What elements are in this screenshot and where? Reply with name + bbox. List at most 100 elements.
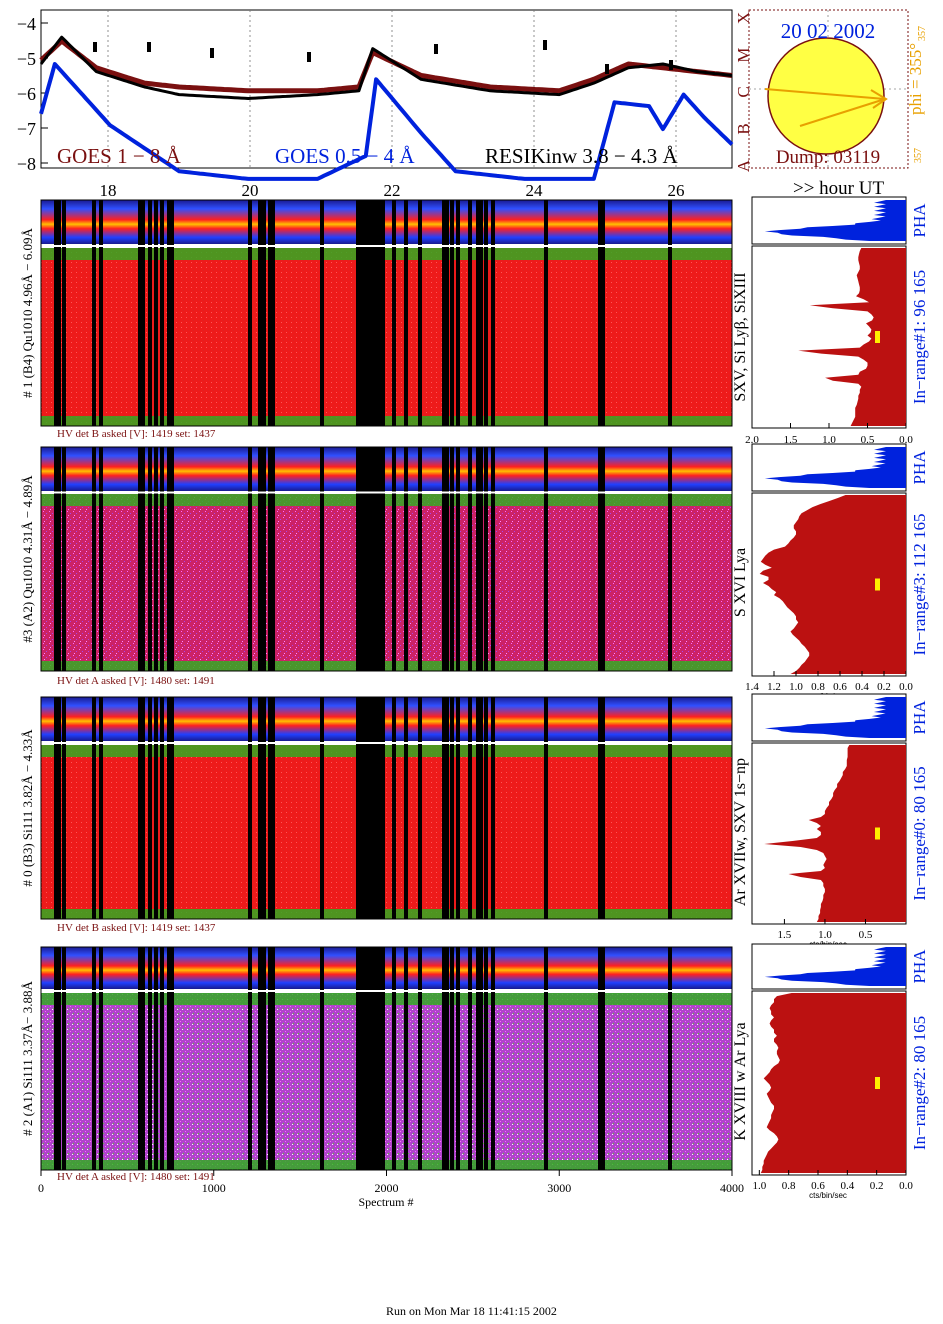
data-gap-bar [99, 200, 103, 426]
data-gap-bar [484, 447, 488, 671]
spectrum-tick-label: 0 [38, 1181, 44, 1195]
goes-y-tick-label: −5 [17, 49, 36, 69]
sun-position-panel: 20 02 2002 Dump: 03119 phi = 355° 357 35… [748, 9, 928, 169]
data-gap-bar [544, 947, 548, 1170]
channel-panel-a1: HV det A asked [V]: 1480 set: 1491 # 2 (A… [20, 943, 929, 1200]
data-gap-bar [468, 947, 472, 1170]
data-gap-bar [160, 447, 164, 671]
data-gap-bar [92, 200, 96, 426]
legend-resik: RESIKinw 3.8 − 4.3 Å [485, 144, 679, 168]
spectrogram-frame [40, 446, 733, 672]
data-gap-bar [450, 447, 454, 671]
data-gap-bar [442, 200, 449, 426]
data-gap-bar [418, 947, 422, 1170]
data-gap-bar [62, 697, 66, 919]
data-gap-bar [358, 200, 378, 426]
data-gap-bar [668, 200, 672, 426]
data-gap-bar [268, 697, 275, 919]
spectrogram-bottom-band [41, 1160, 732, 1170]
hour-tick-label: 22 [384, 181, 401, 200]
histogram-tick-label: 0.5 [859, 929, 873, 941]
hv-setting: HV det B asked [V]: 1419 set: 1437 [57, 922, 216, 934]
run-timestamp-footer: Run on Mon Mar 18 11:41:15 2002 [386, 1304, 557, 1318]
flare-class-c: C [734, 86, 753, 97]
range-marker [875, 827, 880, 840]
spectrogram-frame [40, 696, 733, 920]
flare-class-m: M [734, 47, 753, 62]
resik-data-segment [543, 40, 547, 50]
data-gap-bar [248, 447, 252, 671]
hour-tick-label: 26 [668, 181, 685, 200]
data-gap-bar [148, 200, 152, 426]
data-gap-bar [262, 447, 266, 671]
data-gap-bar [320, 697, 324, 919]
data-gap-bar [167, 200, 174, 426]
pha-distribution [764, 200, 906, 241]
sun-line-arrow [764, 88, 886, 100]
data-gap-bar [418, 447, 422, 671]
data-gap-bar [154, 697, 158, 919]
dump-number: Dump: 03119 [776, 147, 880, 168]
count-distribution [759, 495, 906, 674]
hour-tick-label: 24 [526, 181, 544, 200]
data-gap-bar [358, 697, 378, 919]
spectrum-axis-label: Spectrum # [359, 1195, 414, 1209]
data-gap-bar [54, 447, 61, 671]
count-histogram [751, 492, 907, 677]
observation-date: 20 02 2002 [781, 19, 876, 43]
data-gap-bar [99, 947, 103, 1170]
data-gap-bar [138, 200, 145, 426]
data-gap-bar [404, 200, 408, 426]
hv-setting: HV det A asked [V]: 1480 set: 1491 [57, 675, 215, 687]
data-gap-bar [484, 697, 488, 919]
data-gap-bar [148, 947, 152, 1170]
resik-data-segment [93, 42, 97, 52]
data-gap-bar [167, 697, 174, 919]
sun-arrow-head-icon [870, 89, 888, 109]
goes-x-ticks [107, 10, 677, 168]
spectral-line-label: S XVI Lya [732, 548, 749, 617]
data-gap-bar [418, 697, 422, 919]
data-gap-bar [358, 447, 378, 671]
data-gap-bar [167, 447, 174, 671]
data-gap-bar [468, 447, 472, 671]
data-gap-bar [442, 697, 449, 919]
histogram-tick-label: 0.0 [899, 1180, 913, 1192]
data-gap-bar [320, 200, 324, 426]
histogram-tick-label: 1.2 [767, 681, 781, 693]
data-gap-bar [598, 947, 605, 1170]
histogram-tick-label: 0.5 [861, 434, 875, 446]
resik-data-segment [210, 48, 214, 58]
flare-class-letters: A B C M X [734, 12, 753, 172]
histogram-tick-label: 0.4 [840, 1180, 854, 1192]
in-range-label: In−range#0: 80 165 [910, 766, 929, 900]
spectrometer-channels: HV det B asked [V]: 1419 set: 1437 # 1 (B… [20, 196, 929, 1200]
data-gap-bar [92, 947, 96, 1170]
pha-distribution [764, 947, 906, 986]
hour-ut-label: >> hour UT [793, 178, 884, 199]
data-gap-bar [154, 447, 158, 671]
data-gap-bar [62, 447, 66, 671]
data-gap-bar [258, 697, 262, 919]
histogram-tick-label: 1.5 [778, 929, 792, 941]
channel-panel-b4: HV det B asked [V]: 1419 set: 1437 # 1 (B… [20, 196, 929, 454]
data-gap-bar [54, 947, 61, 1170]
data-gap-bar [392, 447, 396, 671]
data-gap-bar [456, 947, 460, 1170]
pha-label: PHA [910, 949, 929, 984]
data-gap-bar [484, 200, 488, 426]
pha-distribution [764, 447, 906, 488]
data-gap-bar [99, 697, 103, 919]
data-gap-bar [268, 947, 275, 1170]
data-gap-bar [160, 947, 164, 1170]
data-gap-bar [54, 200, 61, 426]
histogram-tick-label: 2.0 [745, 434, 759, 446]
spectrogram-top-band [41, 494, 732, 506]
data-gap-bar [320, 947, 324, 1170]
goes-y-tick-label: −8 [17, 154, 36, 174]
goes-series-lines [39, 35, 734, 181]
histogram-ticks: 1.0 0.8 0.6 0.4 0.2 0.0 cts/bin/sec [752, 1170, 913, 1200]
resik-data-segment [669, 60, 673, 70]
data-gap-bar [668, 697, 672, 919]
